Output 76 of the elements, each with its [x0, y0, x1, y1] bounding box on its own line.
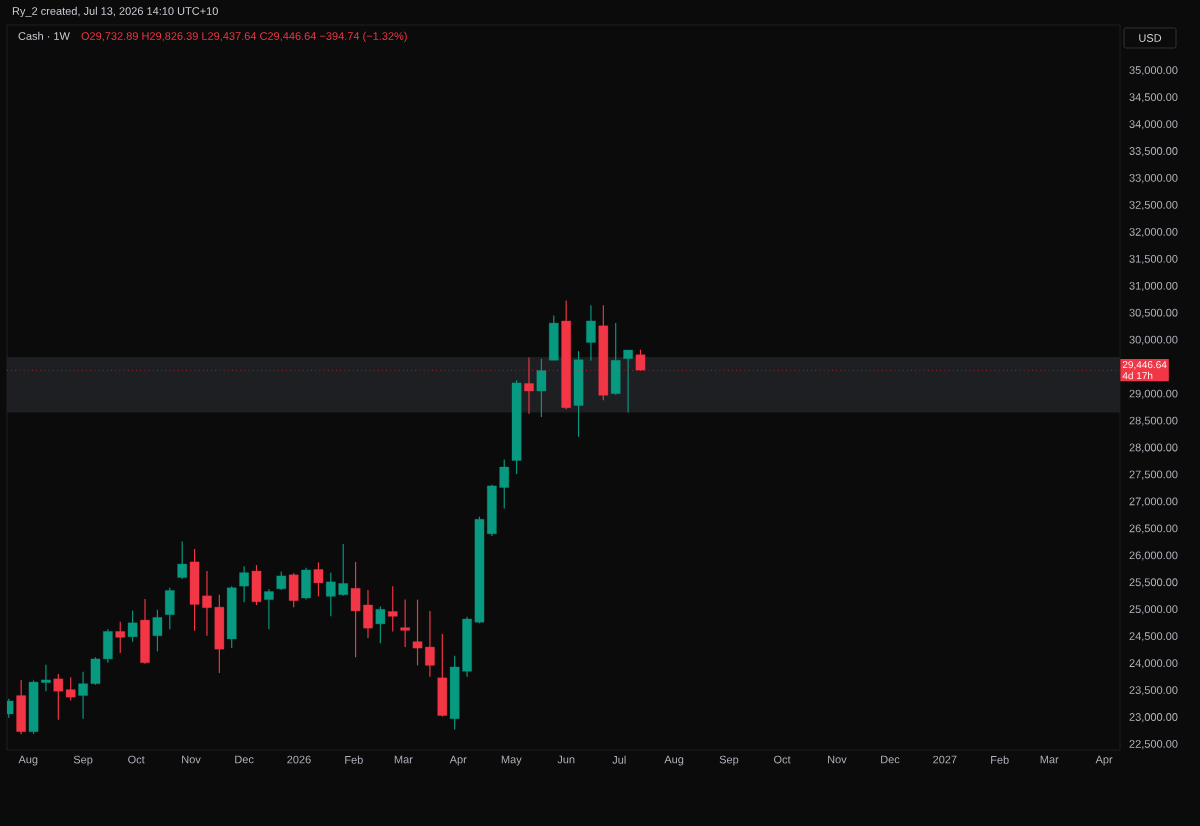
x-tick-label: 2027 [933, 755, 957, 764]
candlestick [276, 570, 287, 591]
candlestick [499, 458, 509, 510]
y-tick-label: 26,500.00 [1129, 524, 1178, 534]
candlestick [338, 543, 348, 597]
x-tick-label: Nov [828, 755, 847, 764]
y-tick-label: 31,500.00 [1129, 254, 1178, 265]
y-tick-label: 23,500.00 [1129, 686, 1178, 696]
x-tick-label: Dec [235, 755, 254, 764]
x-tick-label: Jun [557, 755, 575, 764]
candlestick [313, 561, 324, 597]
x-tick-label: Aug [664, 755, 684, 766]
candlestick [127, 609, 138, 643]
x-tick-label: Mar [1040, 755, 1059, 764]
x-tick-label: Oct [774, 755, 791, 764]
x-tick-label: Nov [182, 755, 201, 764]
y-tick-label: 30,000.00 [1129, 335, 1178, 345]
x-tick-label: Jul [612, 755, 626, 764]
y-tick-label: 27,500.00 [1129, 470, 1178, 480]
y-tick-label: 34,500.00 [1129, 93, 1178, 103]
x-tick-label: Oct [128, 755, 145, 764]
candlestick [623, 349, 633, 414]
candlestick [363, 589, 373, 639]
candlestick [177, 540, 187, 580]
x-tick-label: Aug [18, 755, 38, 766]
x-tick-label: Sep [73, 755, 93, 766]
y-tick-label: 28,500.00 [1129, 416, 1178, 426]
y-tick-label: 34,000.00 [1129, 120, 1178, 130]
candlestick [412, 599, 423, 666]
y-tick-label: 24,500.00 [1129, 632, 1178, 642]
ref-line-label: 29,446.64 [1122, 361, 1167, 370]
y-tick-label: 33,500.00 [1129, 147, 1178, 157]
text: 4d 17h [1122, 371, 1153, 380]
candlestick [387, 585, 398, 632]
x-tick-label: May [501, 755, 522, 766]
candlestick [264, 588, 274, 630]
y-tick-label: 33,000.00 [1129, 174, 1178, 184]
chart-title: Cash · 1W [18, 31, 70, 40]
y-tick-label: 25,000.00 [1129, 605, 1178, 615]
candlestick [326, 572, 336, 617]
y-tick-label: 25,500.00 [1129, 578, 1178, 588]
x-tick-label: Feb [991, 755, 1009, 764]
candlestick [425, 610, 435, 678]
candlestick [400, 599, 410, 648]
y-tick-label: 23,000.00 [1129, 713, 1178, 723]
x-tick-label: 2026 [287, 755, 311, 764]
candlestick [41, 664, 51, 692]
candlestick [152, 609, 163, 652]
text: USD [1139, 34, 1162, 42]
y-tick-label: 28,000.00 [1129, 443, 1178, 453]
y-tick-label: 27,000.00 [1129, 497, 1178, 507]
y-tick-label: 31,000.00 [1129, 281, 1178, 291]
text: O29,732.89 H29,826.39 L29,437.64 C29,446.64 −394.74 (−1.32%) [81, 31, 407, 43]
y-tick-label: 26,000.00 [1129, 551, 1178, 561]
candlestick [115, 621, 126, 654]
candlestick [78, 671, 88, 720]
candlestick [239, 565, 249, 603]
candlestick [202, 570, 212, 637]
candlestick [586, 304, 596, 362]
candlestick [375, 606, 386, 644]
y-tick-label: 29,000.00 [1129, 389, 1178, 399]
candlestick [350, 561, 361, 658]
y-tick-label: 32,500.00 [1129, 201, 1178, 211]
y-tick-label: 30,500.00 [1129, 308, 1178, 318]
y-tick-label: 24,000.00 [1129, 659, 1178, 669]
candlestick [536, 358, 547, 418]
y-tick-label: 22,500.00 [1129, 740, 1178, 750]
x-tick-label: Sep [719, 755, 739, 766]
y-tick-label: 35,000.00 [1129, 66, 1178, 76]
x-tick-label: Apr [1095, 755, 1113, 766]
x-tick-label: Dec [881, 755, 900, 764]
x-tick-label: Feb [345, 755, 363, 764]
text: Ry_2 created, Jul 13, 2026 14:10 UTC+10 [12, 6, 218, 18]
x-tick-label: Mar [394, 755, 413, 764]
x-tick-label: Apr [449, 755, 467, 766]
y-tick-label: 32,000.00 [1129, 227, 1178, 238]
